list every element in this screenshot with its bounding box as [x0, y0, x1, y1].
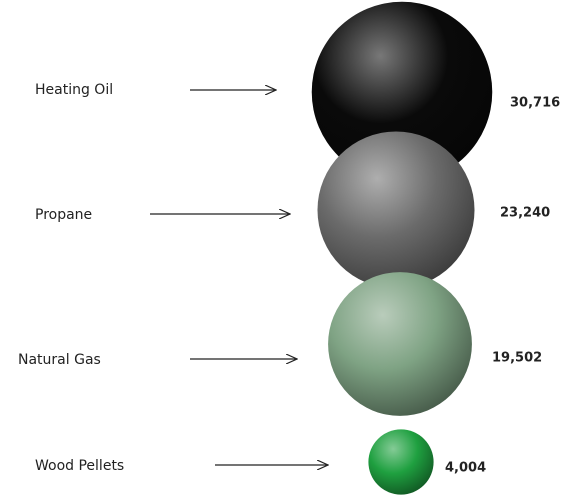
category-label: Propane	[35, 207, 92, 223]
bubble	[368, 429, 434, 495]
category-label: Wood Pellets	[35, 458, 124, 474]
value-label: 4,004	[445, 461, 486, 476]
bubble	[311, 1, 493, 183]
bubble	[328, 272, 472, 416]
category-label: Heating Oil	[35, 82, 113, 98]
value-label: 30,716	[510, 96, 560, 111]
bubble	[317, 131, 475, 289]
value-label: 23,240	[500, 206, 550, 221]
category-label: Natural Gas	[18, 352, 101, 368]
value-label: 19,502	[492, 351, 542, 366]
